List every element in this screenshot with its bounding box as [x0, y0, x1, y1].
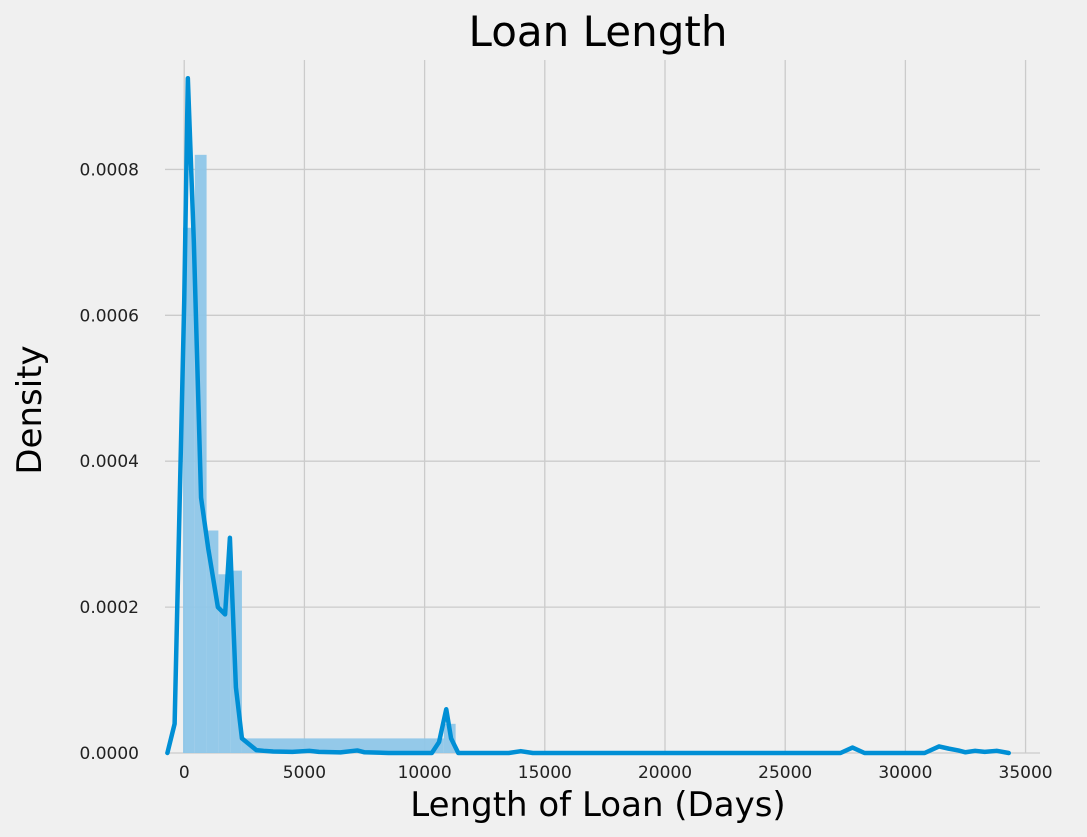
x-axis-label: Length of Loan (Days) — [410, 785, 785, 825]
y-tick-label: 0.0006 — [80, 306, 139, 326]
x-tick-label: 10000 — [398, 763, 452, 783]
kde-curve — [165, 75, 1011, 756]
chart-title: Loan Length — [469, 7, 728, 56]
y-tick-label: 0.0000 — [80, 744, 139, 764]
histogram-bar — [206, 530, 219, 753]
kde-curve-group — [165, 75, 1011, 756]
x-tick-label: 25000 — [758, 763, 812, 783]
grid — [165, 60, 1040, 754]
histogram-bar — [218, 574, 231, 753]
y-tick-label: 0.0008 — [80, 160, 139, 180]
y-tick-label: 0.0004 — [80, 452, 139, 472]
histogram-bar — [183, 227, 195, 754]
x-tick-label: 0 — [179, 763, 190, 783]
y-axis-label: Density — [10, 345, 50, 474]
x-tick-label: 20000 — [638, 763, 692, 783]
x-tick-label: 5000 — [283, 763, 326, 783]
histogram-bar — [241, 738, 444, 753]
y-tick-label: 0.0002 — [80, 598, 139, 618]
tick-labels: 0 5000 10000 15000 20000 25000 30000 35000 0.000… — [80, 160, 1053, 783]
x-tick-label: 35000 — [999, 763, 1053, 783]
x-tick-label: 15000 — [518, 763, 572, 783]
x-tick-label: 30000 — [878, 763, 932, 783]
